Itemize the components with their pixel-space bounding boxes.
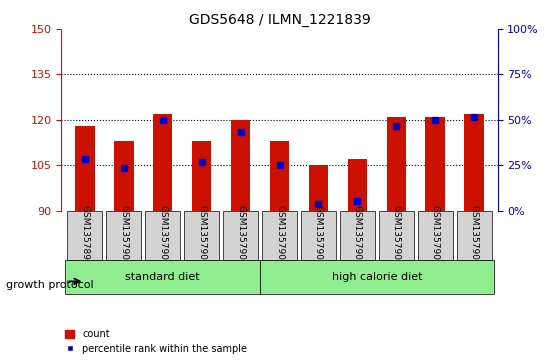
Text: high calorie diet: high calorie diet: [331, 272, 422, 282]
FancyBboxPatch shape: [301, 211, 336, 260]
Text: GSM1357907: GSM1357907: [392, 205, 401, 265]
Text: GSM1357908: GSM1357908: [431, 205, 440, 265]
Text: GSM1357901: GSM1357901: [158, 205, 167, 265]
Text: GSM1357902: GSM1357902: [197, 205, 206, 265]
FancyBboxPatch shape: [260, 260, 494, 294]
Text: GSM1357904: GSM1357904: [275, 205, 284, 265]
Text: standard diet: standard diet: [125, 272, 200, 282]
FancyBboxPatch shape: [184, 211, 219, 260]
FancyBboxPatch shape: [379, 211, 414, 260]
Text: GSM1357905: GSM1357905: [314, 205, 323, 265]
Legend: count, percentile rank within the sample: count, percentile rank within the sample: [61, 326, 251, 358]
FancyBboxPatch shape: [145, 211, 180, 260]
Bar: [75, 126, 94, 211]
Text: GSM1357906: GSM1357906: [353, 205, 362, 265]
Text: GSM1357903: GSM1357903: [236, 205, 245, 265]
Bar: [192, 141, 211, 211]
FancyBboxPatch shape: [418, 211, 453, 260]
Bar: [270, 141, 289, 211]
FancyBboxPatch shape: [65, 260, 260, 294]
Text: GSM1357899: GSM1357899: [80, 205, 89, 265]
FancyBboxPatch shape: [457, 211, 492, 260]
FancyBboxPatch shape: [106, 211, 141, 260]
Title: GDS5648 / ILMN_1221839: GDS5648 / ILMN_1221839: [188, 13, 371, 26]
FancyBboxPatch shape: [67, 211, 102, 260]
Bar: [231, 120, 250, 211]
Bar: [465, 114, 484, 211]
FancyBboxPatch shape: [340, 211, 375, 260]
Bar: [114, 141, 134, 211]
FancyBboxPatch shape: [262, 211, 297, 260]
FancyBboxPatch shape: [223, 211, 258, 260]
Bar: [425, 117, 445, 211]
Bar: [309, 165, 328, 211]
Bar: [153, 114, 172, 211]
Bar: [348, 159, 367, 211]
Text: growth protocol: growth protocol: [6, 280, 93, 290]
Text: GSM1357900: GSM1357900: [119, 205, 128, 265]
Text: GSM1357909: GSM1357909: [470, 205, 479, 265]
Bar: [387, 117, 406, 211]
